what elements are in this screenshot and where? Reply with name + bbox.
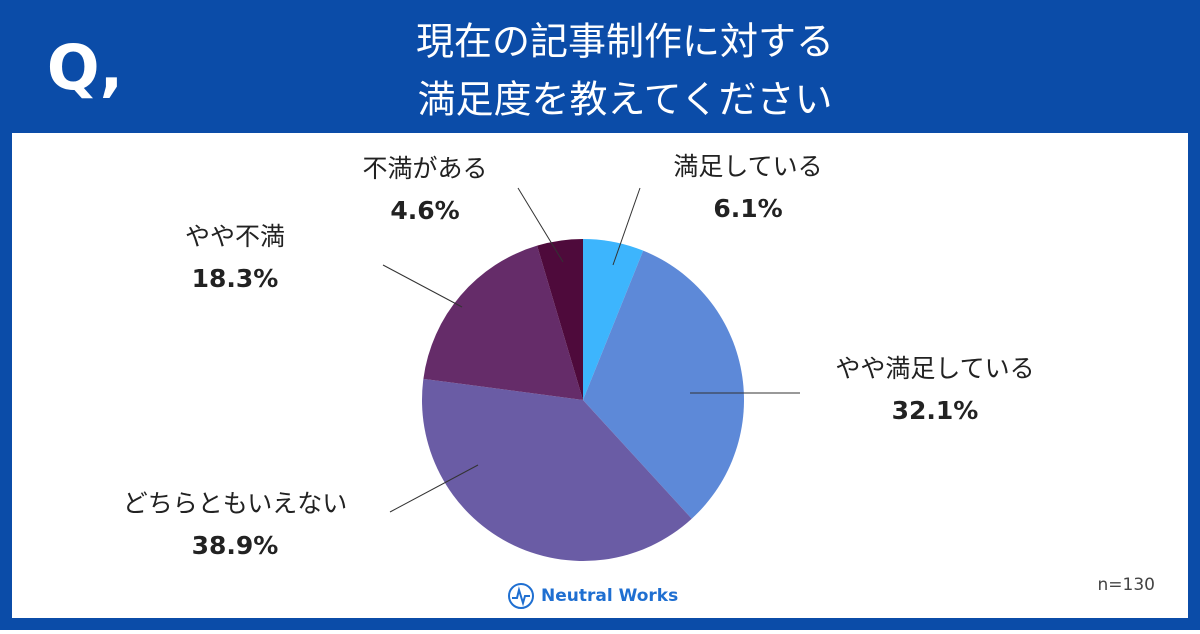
leader-line	[382, 264, 463, 308]
logo-text: Neutral Works	[541, 586, 678, 606]
note: n=130	[1098, 575, 1155, 595]
badge: Q,	[47, 31, 123, 104]
slice-label: 満足している	[673, 152, 822, 181]
value-label: 18.3%	[192, 264, 279, 293]
slice-label: 不満がある	[362, 154, 487, 183]
pie-slice	[583, 250, 745, 519]
value-label: 32.1%	[892, 396, 979, 425]
logo: Neutral Works	[508, 583, 678, 609]
logo-icon	[508, 583, 534, 609]
pie-slice	[583, 239, 644, 400]
leader-line	[517, 187, 564, 263]
slice-label: やや不満	[185, 222, 285, 251]
value-label: 4.6%	[390, 196, 459, 225]
pie-slice	[537, 239, 583, 400]
chart-title: 現在の記事制作に対する	[416, 20, 834, 64]
leader-line	[612, 187, 641, 266]
chart-title: 満足度を教えてください	[418, 78, 833, 122]
leader-line	[389, 464, 479, 513]
slice-label: やや満足している	[835, 354, 1034, 383]
slice-label: どちらともいえない	[123, 489, 348, 518]
pie-slice	[423, 245, 583, 400]
pie-slice	[422, 378, 692, 561]
logo-icon	[512, 586, 530, 607]
value-label: 6.1%	[713, 194, 782, 223]
value-label: 38.9%	[192, 531, 279, 560]
